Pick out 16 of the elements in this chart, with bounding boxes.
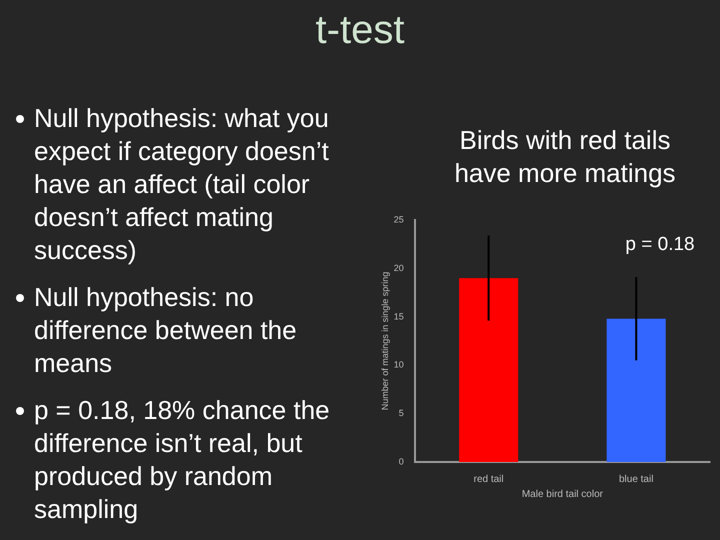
chart-title: t-test bbox=[314, 8, 406, 53]
y-tick-label: 15 bbox=[394, 311, 404, 322]
y-tick-label: 10 bbox=[394, 360, 404, 370]
y-tick-label: 25 bbox=[394, 214, 404, 224]
annotation: p = 0.18 bbox=[625, 234, 695, 256]
y-tick-label: 5 bbox=[398, 408, 404, 418]
text: Null hypothesis: what you expect if category doesn’t have an affect (tail color doesn’t affect mating success) bbox=[33, 102, 330, 267]
x-axis-title: Male bird tail color bbox=[522, 488, 604, 500]
text: Null hypothesis: no difference between the means bbox=[33, 281, 298, 380]
y-axis-title: Number of matings in single spring bbox=[380, 272, 390, 410]
chart-subtitle: Birds with red tails have more matings bbox=[453, 124, 677, 190]
y-tick-label: 20 bbox=[394, 262, 404, 273]
text: p = 0.18, 18% chance the difference isn’t real, but produced by random sampling bbox=[33, 394, 331, 526]
y-tick-label: 0 bbox=[398, 456, 404, 466]
x-tick-label: red tail bbox=[474, 474, 504, 485]
x-tick-label: blue tail bbox=[618, 474, 654, 485]
